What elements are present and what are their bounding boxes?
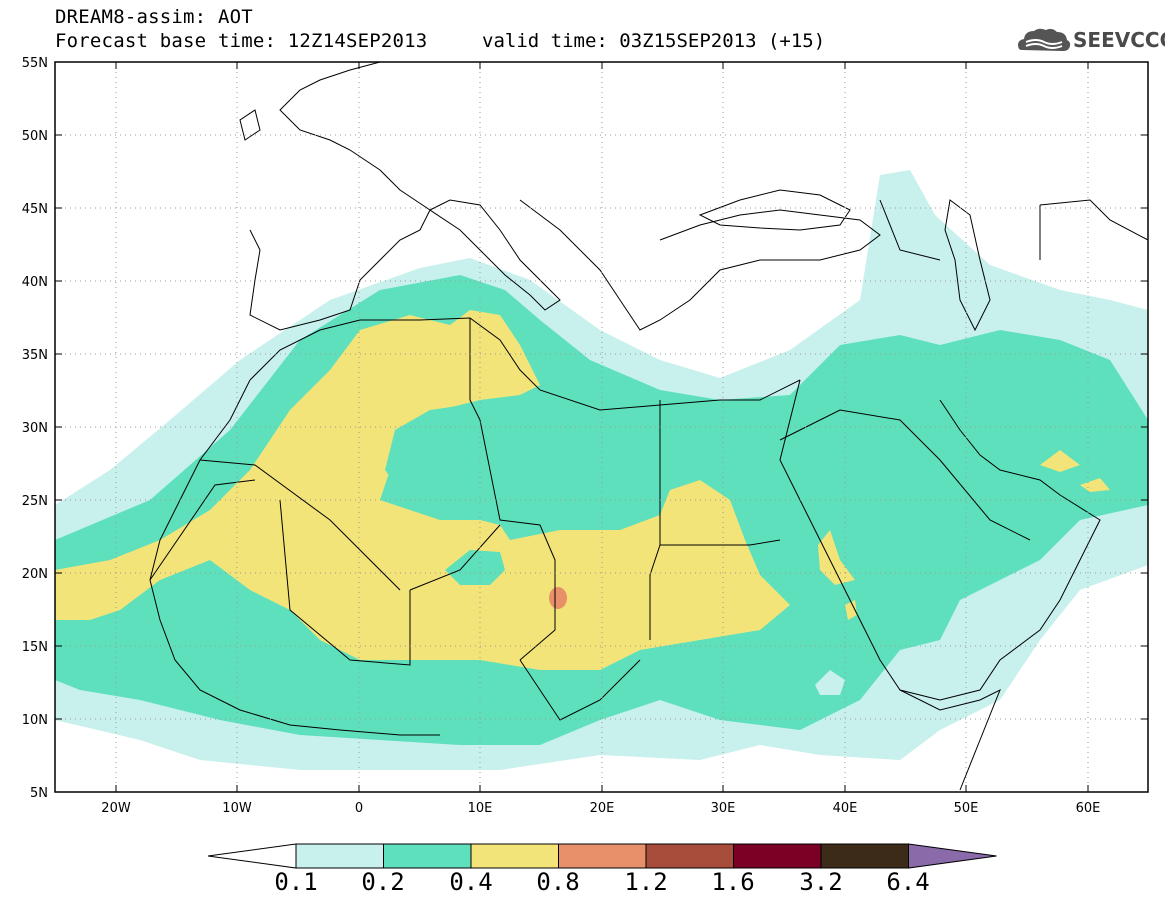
- lon-label: 10E: [468, 801, 493, 816]
- lat-label: 45N: [22, 202, 48, 217]
- aot-band-0.4-gulf: [1040, 450, 1080, 472]
- aot-field: [55, 170, 1148, 770]
- aot-band-0.8-spot: [549, 587, 567, 609]
- colorbar-label: 1.6: [711, 868, 755, 896]
- lat-label: 25N: [22, 494, 48, 509]
- colorbar-label: 0.2: [361, 868, 405, 896]
- colorbar: [207, 843, 997, 869]
- lon-label: 20E: [590, 801, 615, 816]
- aot-band-0.4-redsea2: [845, 600, 857, 620]
- logo-text: SEEVCCC: [1073, 28, 1165, 52]
- colorbar-arrow-low: [207, 843, 297, 869]
- colorbar-label: 3.2: [799, 868, 843, 896]
- map-title: DREAM8-assim: AOT: [55, 6, 253, 28]
- lon-label: 10W: [222, 801, 252, 816]
- lon-label: 20W: [101, 801, 131, 816]
- lat-label: 30N: [22, 421, 48, 436]
- lat-label: 5N: [30, 786, 48, 801]
- aot-band-0.1-ethiopia: [815, 670, 845, 695]
- colorbar-swatch: [558, 843, 647, 869]
- aot-band-0.2-inner2: [445, 550, 505, 585]
- colorbar-swatch: [470, 843, 559, 869]
- lon-label: 60E: [1076, 801, 1101, 816]
- lat-label: 55N: [22, 56, 48, 71]
- colorbar-label: 1.2: [624, 868, 668, 896]
- colorbar-arrow-high: [908, 843, 997, 869]
- seevccc-logo: SEEVCCC: [1016, 24, 1165, 58]
- lat-label: 20N: [22, 567, 48, 582]
- forecast-base-time: Forecast base time: 12Z14SEP2013: [55, 30, 428, 52]
- lon-label: 50E: [954, 801, 979, 816]
- colorbar-swatch: [820, 843, 909, 869]
- valid-time: valid time: 03Z15SEP2013 (+15): [482, 30, 826, 52]
- colorbar-swatch: [733, 843, 822, 869]
- lat-label: 15N: [22, 640, 48, 655]
- lat-label: 40N: [22, 275, 48, 290]
- cloud-icon: [1018, 28, 1071, 51]
- colorbar-label: 0.4: [449, 868, 493, 896]
- graticule: [55, 62, 1148, 792]
- axis-ticks: [55, 61, 1148, 792]
- lat-label: 10N: [22, 713, 48, 728]
- lon-label: 40E: [833, 801, 858, 816]
- colorbar-label: 6.4: [886, 868, 930, 896]
- lat-label: 50N: [22, 129, 48, 144]
- aot-band-0.4-iran: [1080, 478, 1110, 492]
- aot-band-0.4-redsea: [818, 530, 855, 585]
- lat-label: 35N: [22, 348, 48, 363]
- colorbar-swatch: [295, 843, 384, 869]
- aot-band-0.2-inner: [385, 405, 480, 500]
- lon-label: 30E: [711, 801, 736, 816]
- lon-label: 0: [355, 801, 363, 816]
- colorbar-label: 0.8: [536, 868, 580, 896]
- coastlines: [149, 62, 1148, 791]
- colorbar-swatch: [383, 843, 472, 869]
- aot-band-0.4-west: [55, 310, 790, 670]
- colorbar-swatch: [645, 843, 734, 869]
- colorbar-label: 0.1: [274, 868, 318, 896]
